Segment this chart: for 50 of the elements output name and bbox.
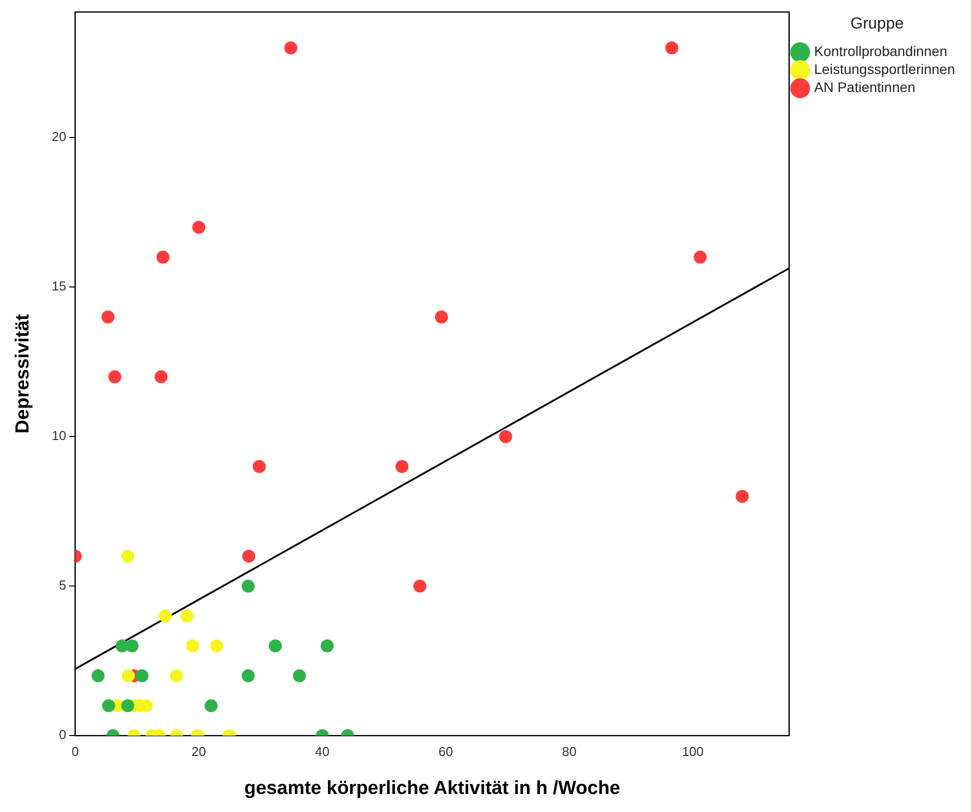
point bbox=[210, 639, 224, 652]
y-tick-label: 20 bbox=[52, 129, 66, 144]
point bbox=[102, 699, 116, 712]
point bbox=[499, 430, 512, 444]
legend-label: Leistungssportlerinnen bbox=[814, 61, 956, 78]
point bbox=[204, 699, 218, 712]
point bbox=[434, 310, 448, 324]
x-tick-label: 0 bbox=[72, 744, 79, 759]
point bbox=[180, 609, 194, 622]
y-tick-label: 10 bbox=[52, 428, 66, 444]
legend-label: Kontrollprobandinnen bbox=[814, 43, 948, 60]
point bbox=[320, 639, 334, 652]
point bbox=[242, 669, 255, 682]
point bbox=[156, 250, 170, 264]
point bbox=[242, 550, 256, 563]
point bbox=[665, 41, 678, 54]
y-tick-label: 15 bbox=[52, 278, 66, 294]
point bbox=[292, 669, 306, 682]
point bbox=[186, 639, 200, 652]
point bbox=[694, 250, 707, 264]
legend-label: AN Patientinnen bbox=[814, 79, 916, 96]
point bbox=[126, 639, 139, 652]
point bbox=[121, 550, 134, 563]
legend-title: Gruppe bbox=[850, 15, 904, 32]
y-axis-title: Depressivität bbox=[12, 313, 34, 434]
point bbox=[192, 220, 206, 234]
point bbox=[252, 460, 266, 473]
point bbox=[135, 669, 148, 682]
point bbox=[170, 669, 184, 682]
point bbox=[121, 699, 134, 712]
point bbox=[101, 310, 114, 324]
x-tick-label: 20 bbox=[192, 744, 206, 759]
x-tick-label: 60 bbox=[438, 744, 454, 759]
x-tick-label: 80 bbox=[562, 744, 577, 759]
point bbox=[395, 460, 408, 473]
point bbox=[158, 609, 172, 622]
point bbox=[242, 580, 255, 593]
point bbox=[413, 580, 426, 593]
point bbox=[736, 490, 749, 503]
point bbox=[154, 370, 168, 384]
x-tick-label: 40 bbox=[315, 744, 330, 759]
point bbox=[122, 669, 135, 682]
x-axis-title: gesamte körperliche Aktivität in h /Woche bbox=[244, 778, 620, 799]
y-tick-label: 0 bbox=[59, 727, 66, 742]
point bbox=[268, 639, 282, 652]
point bbox=[92, 669, 105, 682]
y-tick-label: 5 bbox=[59, 578, 66, 593]
point bbox=[284, 41, 298, 54]
x-tick-label: 100 bbox=[682, 744, 704, 759]
point bbox=[108, 370, 122, 384]
